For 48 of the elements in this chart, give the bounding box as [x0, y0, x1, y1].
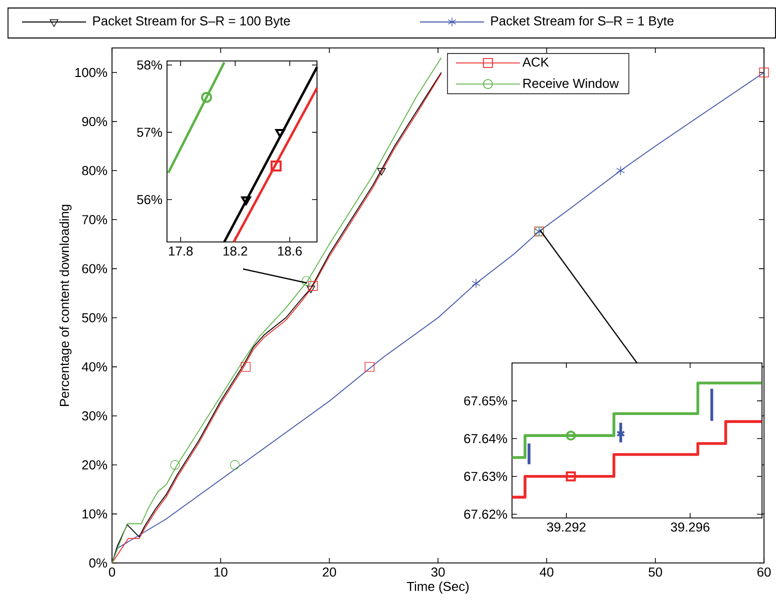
- x-tick-label: 30: [431, 567, 445, 577]
- y-tick-label: 67.63%: [464, 472, 508, 481]
- y-tick-label: 70%: [82, 215, 108, 224]
- legend-label: Packet Stream for S–R = 100 Byte: [93, 16, 290, 28]
- legend-label: ACK: [522, 57, 549, 67]
- x-tick-label: 50: [648, 567, 662, 577]
- y-tick-label: 10%: [82, 509, 108, 519]
- y-tick-label: 67.65%: [464, 396, 508, 406]
- y-tick-label: 67.64%: [464, 434, 508, 444]
- point: [230, 460, 240, 470]
- x-tick-label: 40: [540, 567, 554, 577]
- y-tick-label: 60%: [82, 264, 108, 274]
- y-tick-label: 90%: [82, 116, 108, 126]
- y-tick-label: 100%: [75, 68, 108, 78]
- x-tick-label: 18.6: [278, 246, 302, 256]
- point: [616, 166, 625, 176]
- y-tick-label: 57%: [137, 128, 162, 137]
- legend-label: Receive Window: [523, 78, 619, 88]
- y-tick-label: 40%: [82, 362, 108, 372]
- x-tick-label: 60: [757, 567, 771, 577]
- y-tick-label: 58%: [137, 60, 162, 70]
- y-tick-label: 50%: [82, 313, 108, 322]
- y-axis-title: Percentage of content downloading: [59, 204, 72, 406]
- x-tick-label: 20: [322, 567, 336, 577]
- x-axis-title: Time (Sec): [406, 581, 469, 594]
- line-series: [510, 420, 764, 499]
- y-tick-label: 20%: [82, 460, 108, 470]
- x-tick-label: 18.2: [224, 246, 248, 256]
- point: [241, 196, 251, 206]
- x-tick-label: 17.8: [169, 246, 193, 256]
- x-tick-label: 10: [214, 567, 228, 577]
- point: [566, 471, 576, 482]
- point: [275, 129, 286, 138]
- x-tick-label: 39.296: [670, 522, 710, 532]
- point: [240, 362, 251, 372]
- y-tick-label: 56%: [137, 195, 162, 204]
- line-series: [510, 382, 764, 459]
- legend-label: Packet Stream for S–R = 1 Byte: [491, 16, 674, 28]
- y-tick-label: 67.62%: [464, 510, 508, 519]
- x-tick-label: 0: [108, 567, 116, 577]
- point: [270, 160, 282, 172]
- y-tick-label: 80%: [82, 166, 108, 176]
- point: [566, 430, 576, 441]
- y-tick-label: 30%: [82, 411, 108, 420]
- point: [201, 92, 212, 103]
- y-tick-label: 0%: [89, 558, 108, 568]
- x-tick-label: 39.292: [547, 522, 586, 532]
- point: [472, 278, 480, 288]
